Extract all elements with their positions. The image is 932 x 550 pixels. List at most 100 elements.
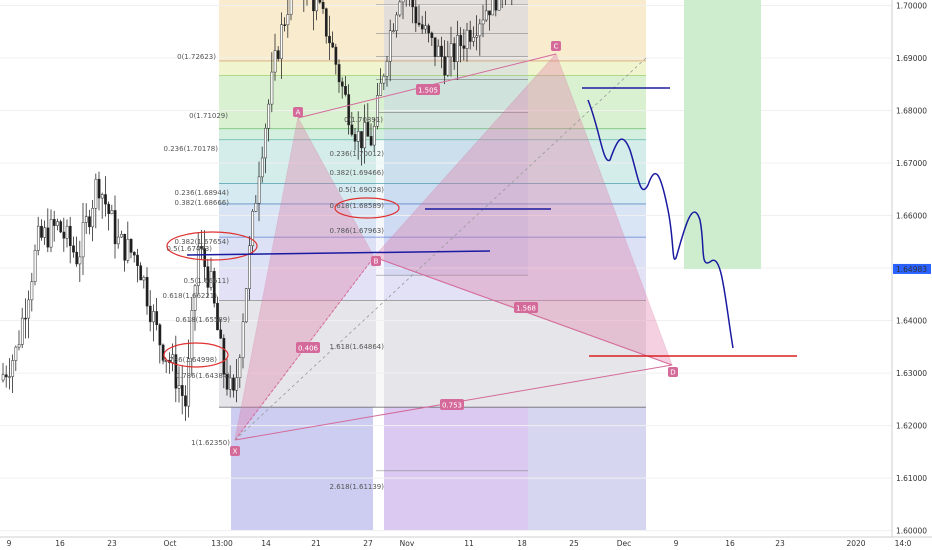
candle (56, 221, 59, 226)
fib-band-lower-right (528, 407, 646, 530)
candle (497, 0, 501, 11)
candle (155, 311, 159, 326)
candle (36, 225, 40, 251)
candle (376, 95, 379, 127)
candle (72, 245, 75, 253)
candle (177, 385, 181, 389)
candle (139, 265, 143, 281)
candle (136, 254, 139, 266)
candle (129, 239, 133, 253)
candle (478, 23, 482, 37)
candle (180, 385, 184, 396)
candle (411, 0, 415, 8)
candle (388, 30, 392, 62)
candle (235, 377, 239, 391)
candle (392, 30, 395, 32)
x-tick-label: 23 (107, 539, 117, 548)
fib-label: 0.382(1.68666) (175, 199, 230, 207)
candle (145, 277, 149, 307)
candle (126, 239, 130, 261)
candle (216, 302, 219, 331)
x-tick-label: 21 (311, 539, 321, 548)
candle (132, 252, 136, 256)
candle (14, 346, 18, 361)
candle (401, 0, 405, 3)
candle (43, 227, 47, 238)
candle (200, 246, 203, 249)
pattern-point-badge (293, 107, 303, 117)
candle (196, 246, 200, 286)
candle (334, 46, 338, 65)
y-tick-label: 1.67000 (896, 159, 927, 168)
pattern-point-label: D (670, 369, 675, 377)
candle (33, 250, 37, 282)
candle (267, 103, 271, 129)
candle (81, 222, 85, 258)
candle (484, 10, 488, 21)
candle (494, 0, 498, 11)
x-tick-label: 11 (464, 539, 474, 548)
candle (49, 219, 53, 248)
x-tick-label: 23 (775, 539, 785, 548)
annotation-circle (334, 197, 400, 219)
candle (113, 210, 117, 245)
fib-label: 0.236(1.70178) (164, 145, 219, 153)
candle (312, 0, 315, 12)
fib-gap-strip (376, 139, 384, 530)
candle (225, 374, 229, 390)
candle (324, 8, 328, 37)
candle (222, 337, 226, 375)
fib-label: 0.618(1.66221) (163, 292, 218, 300)
fib-band-left (219, 128, 646, 140)
candle (174, 354, 178, 389)
candle (363, 122, 367, 149)
candle (356, 131, 360, 142)
candle (40, 225, 43, 238)
candle (472, 37, 475, 42)
candle (264, 128, 267, 159)
candle (446, 56, 450, 76)
annotation-circle (166, 231, 258, 261)
candle (459, 35, 463, 47)
candle (65, 225, 69, 239)
candle (318, 0, 322, 3)
candle (209, 271, 213, 288)
pattern-point-label: C (554, 43, 559, 51)
fib-label: 0(1.70891) (344, 116, 383, 124)
candle (270, 71, 274, 105)
candle (430, 32, 434, 38)
candle (360, 131, 363, 149)
y-tick-label: 1.61000 (896, 474, 927, 483)
time-axis (0, 537, 932, 550)
candle (219, 329, 223, 339)
fib-label: 0(1.71029) (189, 112, 228, 120)
candle (331, 42, 335, 48)
candle (488, 10, 491, 16)
candle (475, 35, 479, 38)
y-tick-label: 1.70000 (896, 2, 927, 11)
candle (116, 236, 120, 245)
candle (241, 321, 245, 358)
fib-band-left (219, 300, 646, 408)
candle (88, 216, 91, 228)
candle (315, 0, 319, 12)
candle (203, 248, 207, 267)
y-tick-label: 1.64000 (896, 317, 927, 326)
target-zone[interactable] (684, 0, 761, 269)
ratio-label: 1.505 (418, 87, 438, 95)
ratio-label: 0.753 (442, 402, 462, 410)
y-tick-label: 1.68000 (896, 107, 927, 116)
candle (436, 45, 440, 57)
fib-label: 0(1.72623) (177, 53, 216, 61)
candle (254, 203, 258, 212)
pattern-point-badge (668, 367, 678, 377)
x-tick-label: 18 (517, 539, 527, 548)
candle (420, 24, 424, 30)
x-tick-label: Dec (617, 539, 632, 548)
candle (427, 25, 431, 34)
candle (206, 266, 210, 288)
candle (344, 86, 347, 95)
y-tick-label: 1.66000 (896, 212, 927, 221)
candle (46, 227, 50, 248)
